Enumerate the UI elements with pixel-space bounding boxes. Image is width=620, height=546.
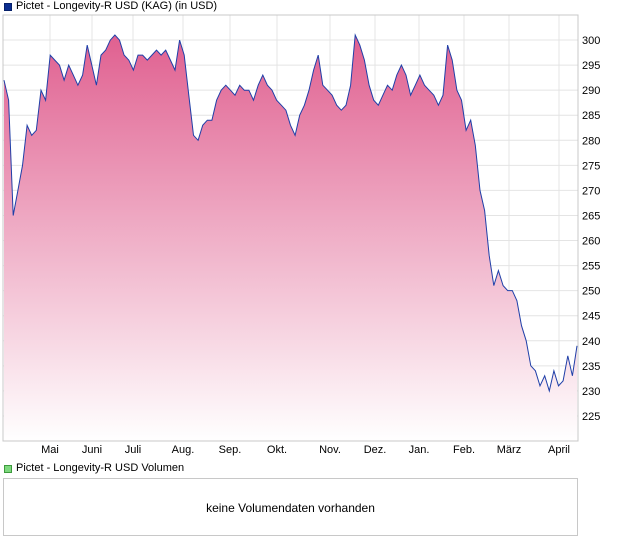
x-tick-label: Nov.	[319, 444, 341, 456]
x-tick-label: Feb.	[453, 444, 475, 456]
volume-legend: Pictet - Longevity-R USD Volumen	[4, 462, 184, 475]
volume-panel: keine Volumendaten vorhanden	[3, 478, 578, 536]
y-tick-label: 300	[582, 35, 600, 47]
price-series-swatch	[4, 2, 12, 11]
y-tick-label: 235	[582, 361, 600, 373]
x-tick-label: Juli	[125, 444, 142, 456]
y-tick-label: 255	[582, 261, 600, 273]
x-tick-label: Mai	[41, 444, 59, 456]
x-tick-label: April	[548, 444, 570, 456]
y-tick-label: 270	[582, 185, 600, 197]
y-tick-label: 280	[582, 135, 600, 147]
y-tick-label: 240	[582, 336, 600, 348]
x-tick-label: Jan.	[409, 444, 430, 456]
y-tick-label: 265	[582, 210, 600, 222]
x-tick-label: Sep.	[219, 444, 242, 456]
x-tick-label: Juni	[82, 444, 102, 456]
y-tick-label: 275	[582, 160, 600, 172]
y-tick-label: 260	[582, 236, 600, 248]
price-chart: 225 230 235 240 245 250 255 260 265 270 275 280 285 2…	[2, 14, 600, 456]
volume-empty-message: keine Volumendaten vorhanden	[206, 501, 375, 515]
y-tick-label: 230	[582, 386, 600, 398]
y-tick-label: 295	[582, 60, 600, 72]
x-tick-label: Okt.	[267, 444, 287, 456]
x-tick-label: März	[497, 444, 521, 456]
price-legend: Pictet - Longevity-R USD (KAG) (in USD)	[4, 0, 217, 13]
volume-legend-label: Pictet - Longevity-R USD Volumen	[16, 462, 185, 474]
y-tick-label: 245	[582, 311, 600, 323]
price-area-fill	[4, 35, 577, 441]
price-legend-label: Pictet - Longevity-R USD (KAG) (in USD)	[16, 0, 218, 12]
volume-series-swatch	[4, 464, 12, 473]
y-tick-label: 225	[582, 411, 600, 423]
price-series-line	[3, 33, 578, 393]
y-tick-label: 290	[582, 85, 600, 97]
y-tick-label: 285	[582, 110, 600, 122]
y-tick-label: 250	[582, 286, 600, 298]
x-tick-label: Dez.	[364, 444, 387, 456]
plot-frame	[2, 14, 579, 442]
x-tick-label: Aug.	[172, 444, 195, 456]
